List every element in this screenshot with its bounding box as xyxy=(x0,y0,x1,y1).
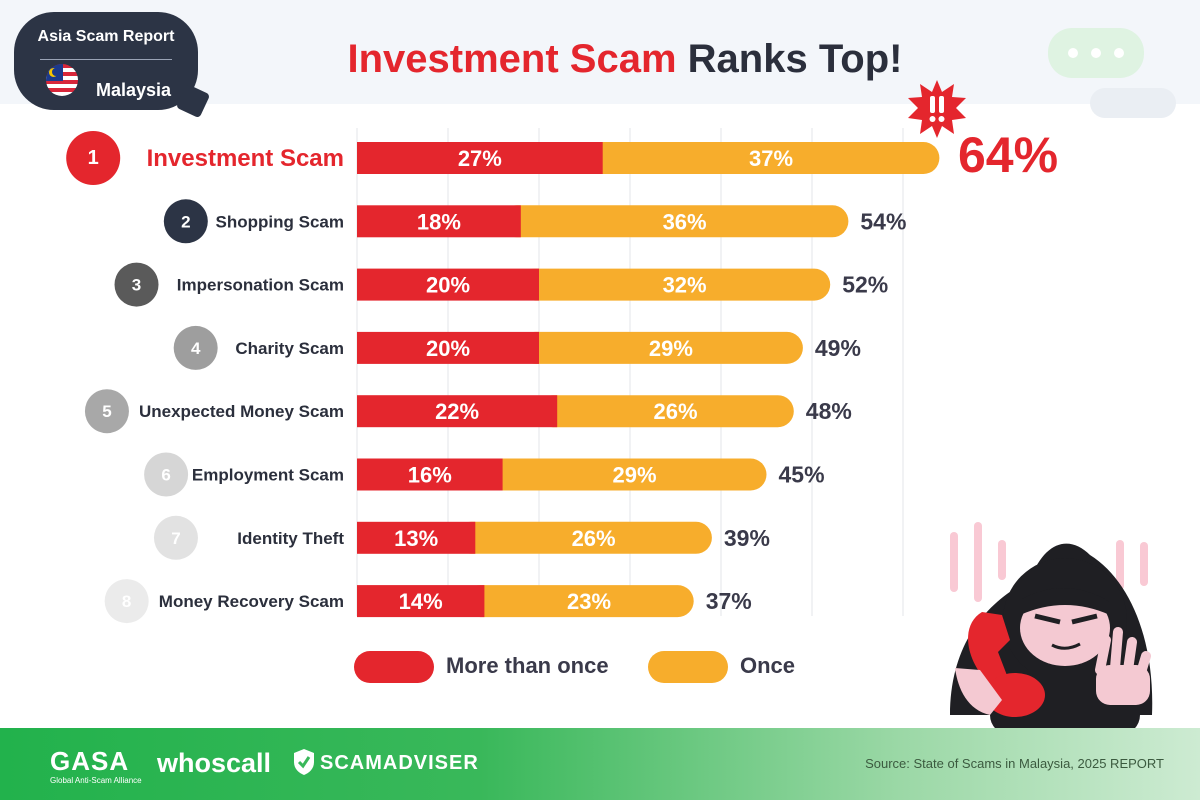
value-label-more-than-once-4: 20% xyxy=(426,336,470,361)
scamadviser-shield-icon xyxy=(294,749,314,775)
bar-more-than-once-7 xyxy=(357,521,476,554)
bar-more-than-once-5 xyxy=(357,395,558,428)
rank-number-3: 3 xyxy=(132,276,141,295)
badge-country: Malaysia xyxy=(96,80,172,100)
legend-swatch-once xyxy=(648,651,728,683)
rank-badge-2 xyxy=(163,199,208,244)
rank-number-2: 2 xyxy=(181,212,190,231)
bar-more-than-once-2 xyxy=(357,205,521,238)
legend-swatch-more-than-once xyxy=(354,651,434,683)
category-label-1: Investment Scam xyxy=(147,145,344,172)
bar-more-than-once-1 xyxy=(357,142,603,174)
value-label-once-1: 37% xyxy=(749,146,793,171)
category-label-2: Shopping Scam xyxy=(216,212,344,231)
category-label-5: Unexpected Money Scam xyxy=(139,402,344,421)
value-label-more-than-once-1: 27% xyxy=(458,146,502,171)
chat-bubble-icon xyxy=(1048,28,1144,78)
total-label-8: 37% xyxy=(706,588,752,614)
category-label-6: Employment Scam xyxy=(192,466,344,485)
rank-badge-3 xyxy=(114,262,159,307)
value-label-more-than-once-2: 18% xyxy=(417,209,461,234)
header-band xyxy=(0,0,1200,104)
title-highlight: Investment Scam xyxy=(347,37,677,81)
bar-once-8 xyxy=(464,585,694,618)
page-title: Investment Scam Ranks Top! xyxy=(0,37,1200,82)
total-label-6: 45% xyxy=(779,462,825,488)
rank-badge-4 xyxy=(173,325,218,370)
value-label-once-3: 32% xyxy=(663,273,707,298)
value-label-more-than-once-5: 22% xyxy=(435,399,479,424)
value-label-once-6: 29% xyxy=(613,463,657,488)
bar-more-than-once-3 xyxy=(357,268,539,301)
value-label-more-than-once-6: 16% xyxy=(408,463,452,488)
title-rest: Ranks Top! xyxy=(687,37,903,81)
scamadviser-logo: SCAMADVISER xyxy=(320,752,479,774)
gasa-logo-subtitle: Global Anti-Scam Alliance xyxy=(50,776,142,785)
report-badge: Asia Scam Report Malaysia xyxy=(14,12,198,110)
rank-number-6: 6 xyxy=(161,466,170,485)
category-label-7: Identity Theft xyxy=(237,529,344,548)
legend-label-more-than-once: More than once xyxy=(446,653,609,678)
bar-once-1 xyxy=(582,142,940,174)
rank-badge-8 xyxy=(104,579,149,624)
whoscall-logo: whoscall xyxy=(157,748,272,778)
badge-title: Asia Scam Report xyxy=(37,28,175,45)
alert-burst-icon xyxy=(908,80,966,138)
total-label-5: 48% xyxy=(806,398,852,424)
chat-bubble-small-icon xyxy=(1090,88,1176,118)
badge-divider xyxy=(40,59,172,60)
legend-label-once: Once xyxy=(740,653,796,678)
total-label-2: 54% xyxy=(860,208,906,234)
rank-badge-6 xyxy=(144,452,189,497)
total-label-7: 39% xyxy=(724,525,770,551)
source-note: Source: State of Scams in Malaysia, 2025… xyxy=(865,756,1164,771)
value-label-once-5: 26% xyxy=(653,399,697,424)
top-total-label: 64% xyxy=(958,127,1059,183)
value-label-once-4: 29% xyxy=(649,336,693,361)
rank-number-8: 8 xyxy=(122,592,131,611)
category-label-8: Money Recovery Scam xyxy=(159,592,344,611)
bar-once-7 xyxy=(455,521,712,554)
bar-once-2 xyxy=(500,205,849,238)
scammer-illustration xyxy=(950,522,1153,735)
value-label-more-than-once-7: 13% xyxy=(394,526,438,551)
bar-once-3 xyxy=(519,268,831,301)
value-label-once-8: 23% xyxy=(567,589,611,614)
bar-once-4 xyxy=(519,331,803,364)
rank-number-5: 5 xyxy=(102,402,111,421)
rank-badge-5 xyxy=(84,389,129,434)
bar-more-than-once-8 xyxy=(357,585,485,618)
bar-more-than-once-6 xyxy=(357,458,503,491)
rank-badge-1 xyxy=(66,131,121,185)
rank-number-7: 7 xyxy=(171,529,180,548)
footer: GASA Global Anti-Scam Alliance whoscall … xyxy=(0,728,1200,800)
rank-number-1: 1 xyxy=(88,147,99,169)
value-label-once-2: 36% xyxy=(663,209,707,234)
rank-number-4: 4 xyxy=(191,339,201,358)
total-label-3: 52% xyxy=(842,272,888,298)
bar-once-5 xyxy=(537,395,794,428)
value-label-once-7: 26% xyxy=(572,526,616,551)
category-label-3: Impersonation Scam xyxy=(177,276,344,295)
category-label-4: Charity Scam xyxy=(235,339,344,358)
total-label-4: 49% xyxy=(815,335,861,361)
value-label-more-than-once-8: 14% xyxy=(399,589,443,614)
value-label-more-than-once-3: 20% xyxy=(426,273,470,298)
bar-more-than-once-4 xyxy=(357,331,539,364)
malaysia-flag-icon xyxy=(46,64,78,96)
bar-once-6 xyxy=(482,458,767,491)
gasa-logo: GASA xyxy=(50,746,130,776)
rank-badge-7 xyxy=(153,515,198,560)
